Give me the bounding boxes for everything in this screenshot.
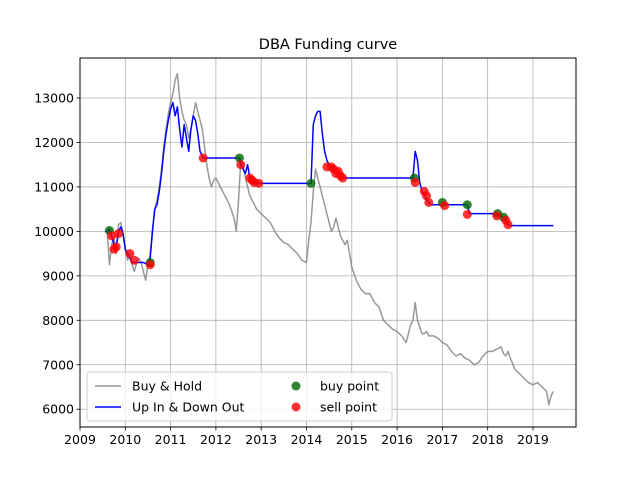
sell-point-marker xyxy=(129,255,139,265)
plot-series xyxy=(104,72,555,406)
grid xyxy=(79,58,576,427)
y-tick-label: 13000 xyxy=(34,91,74,106)
legend-marker-swatch xyxy=(291,402,301,412)
buy-point-marker xyxy=(462,200,472,210)
sell-point-marker xyxy=(114,229,124,239)
x-tick-label: 2018 xyxy=(472,432,504,447)
chart-title: DBA Funding curve xyxy=(259,37,398,53)
axes: 2009 2010 2011 2012 2013 2014 2015 2016 2017 2018… xyxy=(34,91,549,447)
legend-label: buy point xyxy=(320,379,379,394)
sell-point-marker xyxy=(503,220,513,230)
sell-point-marker xyxy=(111,242,121,252)
x-tick-label: 2016 xyxy=(381,432,413,447)
x-tick-label: 2015 xyxy=(336,432,368,447)
x-tick-label: 2012 xyxy=(200,432,232,447)
legend: Buy & Hold Up In & Down Out buy point sell … xyxy=(86,371,393,422)
sell-point-marker xyxy=(462,209,472,219)
plot-frame xyxy=(79,57,577,428)
sell-point-marker xyxy=(125,249,135,259)
sell-point-marker xyxy=(338,173,348,183)
sell-point-marker xyxy=(410,177,420,187)
sell-point-marker xyxy=(198,153,208,163)
sell-point-marker xyxy=(440,201,450,211)
y-tick-label: 12000 xyxy=(34,135,74,150)
legend-box xyxy=(86,371,393,422)
y-tick-label: 6000 xyxy=(42,402,74,417)
legend-label: Buy & Hold xyxy=(132,379,202,394)
sell-point-marker xyxy=(492,211,502,221)
y-tick-label: 10000 xyxy=(34,224,74,239)
y-tick-label: 8000 xyxy=(42,313,74,328)
legend-label: Up In & Down Out xyxy=(132,400,245,415)
buy-point-marker xyxy=(306,178,316,188)
x-tick-label: 2019 xyxy=(517,432,549,447)
buy-point-marker xyxy=(234,153,244,163)
y-tick-label: 7000 xyxy=(42,357,74,372)
x-tick-label: 2013 xyxy=(245,432,277,447)
x-tick-label: 2014 xyxy=(291,432,323,447)
sell-point-marker xyxy=(107,231,117,241)
x-tick-label: 2010 xyxy=(109,432,141,447)
legend-label: sell point xyxy=(320,400,377,415)
x-tick-label: 2009 xyxy=(64,432,96,447)
sell-point-marker xyxy=(424,197,434,207)
y-tick-label: 11000 xyxy=(34,179,74,194)
legend-marker-swatch xyxy=(291,381,301,391)
y-tick-label: 9000 xyxy=(42,268,74,283)
sell-point-marker xyxy=(236,160,246,170)
x-tick-label: 2017 xyxy=(426,432,458,447)
sell-point-marker xyxy=(145,260,155,270)
x-tick-label: 2011 xyxy=(155,432,187,447)
sell-point-marker xyxy=(254,178,264,188)
